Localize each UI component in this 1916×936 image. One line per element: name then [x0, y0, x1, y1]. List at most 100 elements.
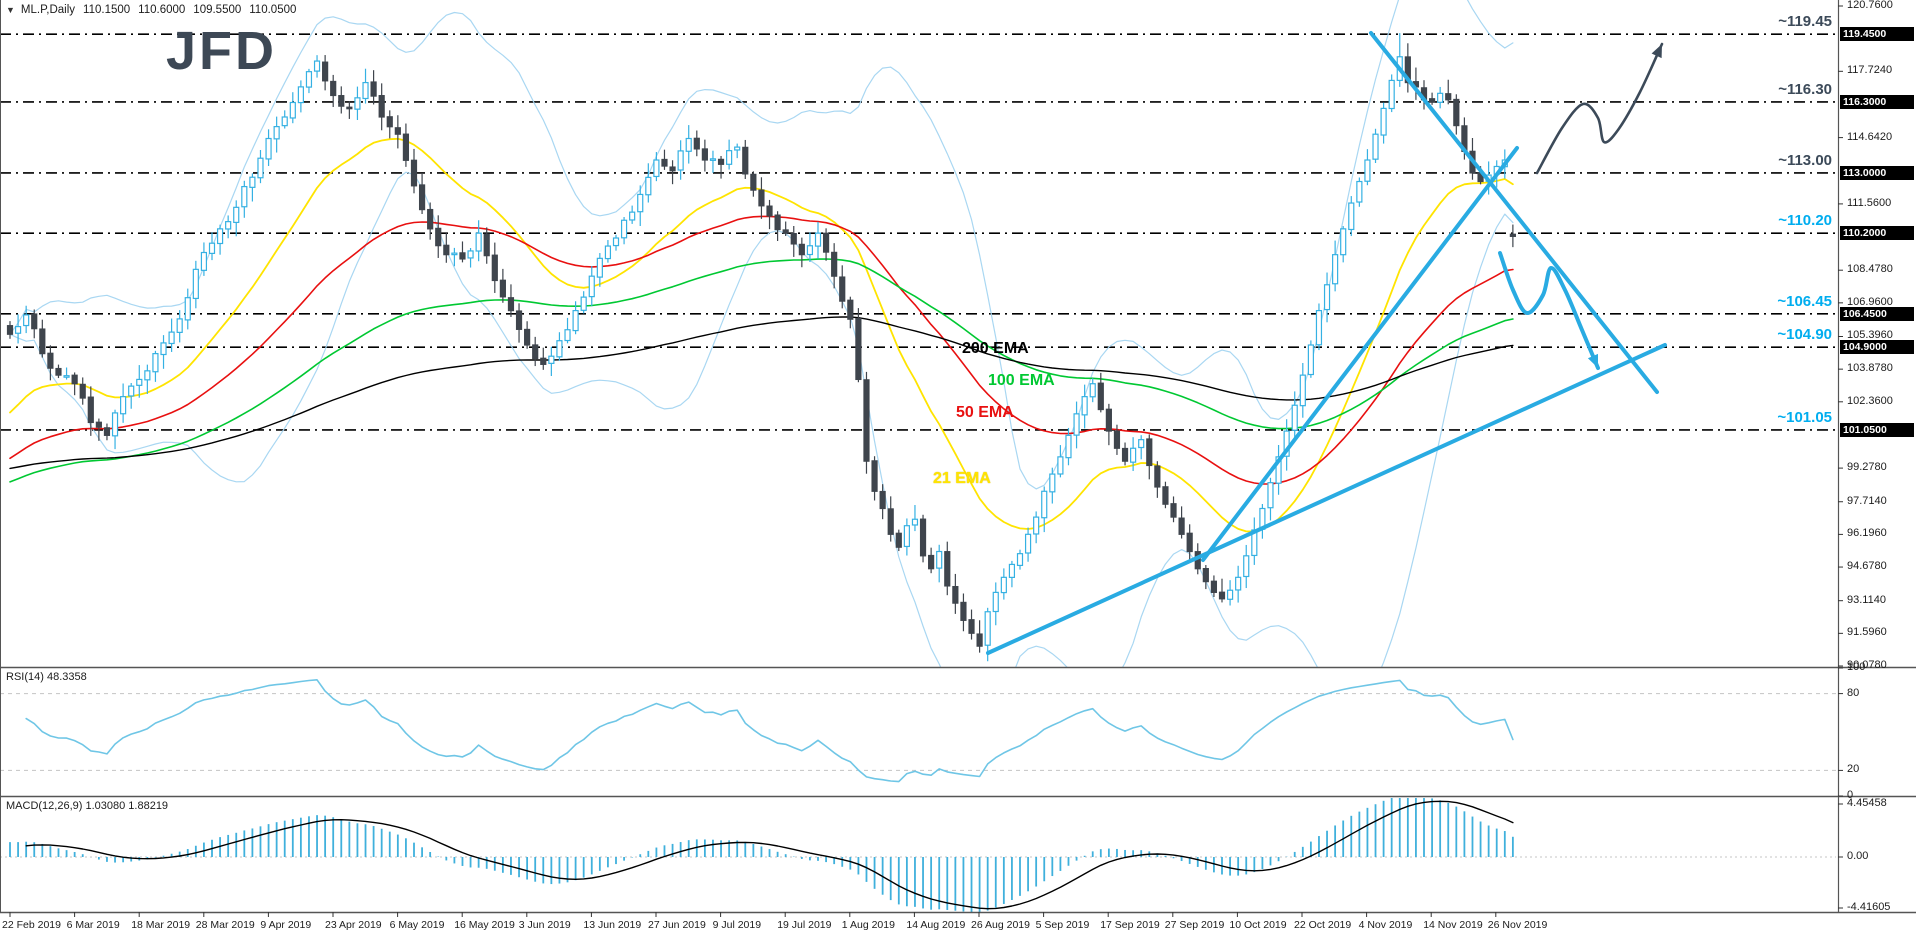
candle[interactable]: [564, 317, 571, 344]
candle[interactable]: [814, 221, 822, 259]
candle[interactable]: [1453, 94, 1460, 135]
candle[interactable]: [208, 232, 216, 261]
candle[interactable]: [774, 211, 781, 241]
candle[interactable]: [39, 319, 46, 358]
candle[interactable]: [475, 220, 482, 262]
candle[interactable]: [572, 301, 579, 335]
descending-trendline[interactable]: [1369, 31, 1659, 394]
candle[interactable]: [548, 346, 555, 376]
candle[interactable]: [798, 237, 805, 268]
candle[interactable]: [709, 150, 717, 173]
candle[interactable]: [1000, 568, 1007, 600]
candle[interactable]: [1267, 477, 1274, 521]
candle[interactable]: [499, 268, 506, 303]
candle[interactable]: [338, 86, 345, 114]
candle[interactable]: [79, 377, 86, 405]
candle[interactable]: [176, 310, 183, 343]
candle[interactable]: [879, 484, 886, 520]
candle[interactable]: [831, 243, 838, 289]
candle[interactable]: [128, 382, 135, 409]
candle[interactable]: [580, 291, 587, 314]
candle[interactable]: [427, 202, 434, 240]
candle[interactable]: [1113, 424, 1121, 455]
candle[interactable]: [1445, 79, 1452, 105]
candle[interactable]: [313, 55, 321, 78]
candle[interactable]: [1437, 86, 1444, 109]
candle[interactable]: [645, 163, 652, 203]
candle[interactable]: [402, 123, 410, 167]
candle[interactable]: [1404, 43, 1411, 93]
candle[interactable]: [653, 152, 660, 182]
candle[interactable]: [1315, 303, 1323, 351]
candle[interactable]: [386, 110, 393, 139]
ascending-steep-trendline[interactable]: [1201, 146, 1519, 562]
candle[interactable]: [742, 139, 749, 179]
candle[interactable]: [677, 140, 684, 180]
candle[interactable]: [1243, 544, 1250, 589]
candle[interactable]: [1291, 391, 1298, 440]
candle[interactable]: [693, 130, 700, 157]
candle[interactable]: [184, 288, 191, 330]
candle[interactable]: [822, 228, 830, 261]
candle[interactable]: [766, 199, 773, 230]
candle[interactable]: [289, 92, 296, 124]
candle[interactable]: [556, 332, 563, 361]
candle[interactable]: [491, 242, 498, 293]
candle[interactable]: [701, 139, 708, 172]
candle[interactable]: [863, 371, 870, 474]
candle[interactable]: [540, 347, 547, 370]
candle[interactable]: [524, 321, 531, 349]
candle[interactable]: [806, 232, 814, 263]
candle[interactable]: [1283, 419, 1290, 471]
candle[interactable]: [507, 284, 515, 318]
candle[interactable]: [322, 55, 329, 91]
candle[interactable]: [257, 149, 264, 184]
candle[interactable]: [346, 101, 353, 119]
candle[interactable]: [265, 129, 272, 166]
candle[interactable]: [1509, 224, 1516, 248]
candle[interactable]: [1105, 403, 1112, 446]
candle[interactable]: [515, 303, 523, 343]
candle[interactable]: [758, 177, 765, 219]
candle[interactable]: [1275, 444, 1282, 495]
candle[interactable]: [1016, 549, 1024, 570]
candle[interactable]: [330, 74, 337, 107]
candle[interactable]: [168, 318, 175, 352]
candle[interactable]: [443, 233, 450, 263]
candle[interactable]: [1146, 434, 1153, 480]
candle[interactable]: [750, 171, 757, 197]
candle[interactable]: [976, 620, 983, 653]
candle[interactable]: [1412, 67, 1420, 100]
candle[interactable]: [1380, 102, 1387, 144]
candle[interactable]: [249, 173, 256, 202]
candle[interactable]: [936, 544, 943, 583]
candle[interactable]: [944, 541, 951, 596]
candle[interactable]: [661, 149, 668, 170]
candle[interactable]: [685, 125, 692, 164]
candle[interactable]: [637, 185, 644, 227]
candle[interactable]: [629, 205, 636, 224]
candle[interactable]: [968, 609, 975, 640]
candle[interactable]: [63, 367, 70, 380]
candle[interactable]: [532, 336, 539, 367]
candle[interactable]: [1154, 461, 1161, 498]
candle[interactable]: [782, 221, 789, 237]
candle[interactable]: [1428, 92, 1436, 105]
candle[interactable]: [95, 418, 102, 441]
candle[interactable]: [467, 248, 474, 268]
candle[interactable]: [717, 155, 725, 179]
candle[interactable]: [370, 70, 377, 105]
candle[interactable]: [855, 308, 862, 383]
candle[interactable]: [588, 266, 595, 307]
candle[interactable]: [1162, 481, 1169, 509]
candle[interactable]: [152, 350, 159, 382]
candle[interactable]: [241, 180, 248, 218]
candle[interactable]: [1356, 177, 1363, 207]
candle[interactable]: [394, 115, 401, 149]
candle[interactable]: [1121, 442, 1129, 466]
candle[interactable]: [903, 518, 910, 556]
candle[interactable]: [1348, 196, 1355, 237]
candle[interactable]: [911, 505, 919, 532]
candle[interactable]: [136, 365, 143, 398]
